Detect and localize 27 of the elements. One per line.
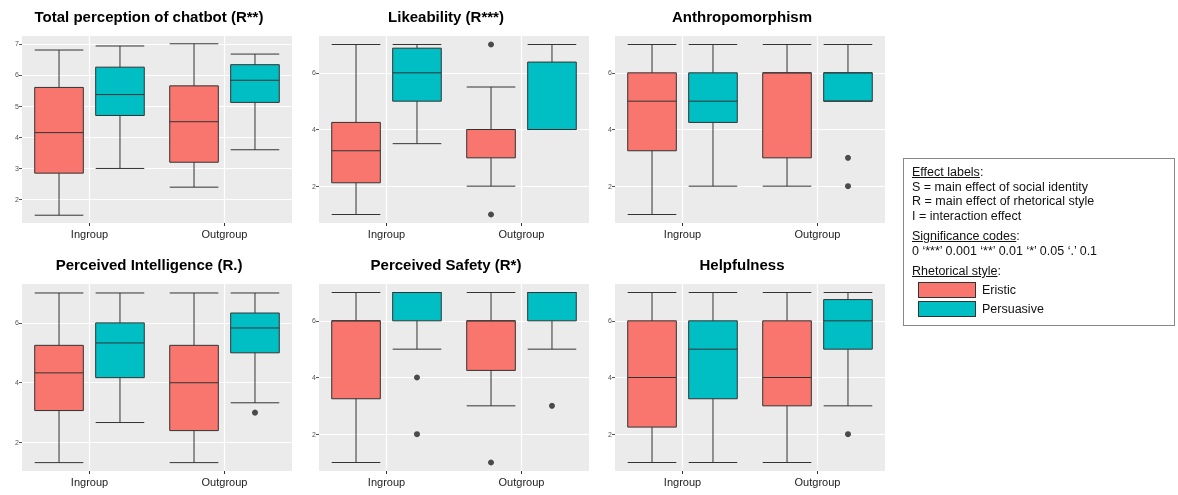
text: Significance codes: xyxy=(911,229,1021,244)
chart-title: Anthropomorphism xyxy=(672,8,812,25)
x-tick-label: Outgroup xyxy=(201,227,248,240)
x-tick-label: Ingroup xyxy=(70,227,109,240)
x-tick-label: Ingroup xyxy=(367,475,406,488)
text: R = main effect of rhetorical style xyxy=(911,194,1096,209)
x-tick-label: Ingroup xyxy=(663,475,702,488)
text: I = interaction effect xyxy=(911,208,1023,223)
chart-title: Total perception of chatbot (R**) xyxy=(34,8,264,25)
chart-title: Likeability (R***) xyxy=(388,8,504,25)
x-tick-label: Outgroup xyxy=(201,475,248,488)
text: Effect labels: xyxy=(911,165,985,180)
chart-title: Perceived Safety (R*) xyxy=(370,256,522,273)
x-tick-label: Outgroup xyxy=(794,227,841,240)
legend-title: Rhetorical style: xyxy=(911,264,1002,279)
x-tick-label: Ingroup xyxy=(70,475,109,488)
legend-label: Eristic xyxy=(982,282,1017,297)
chart-title: Helpfulness xyxy=(699,256,785,273)
text: S = main effect of social identity xyxy=(911,179,1089,194)
x-tick-label: Outgroup xyxy=(498,475,545,488)
x-tick-label: Outgroup xyxy=(498,227,545,240)
x-tick-label: Ingroup xyxy=(367,227,406,240)
x-tick-label: Ingroup xyxy=(663,227,702,240)
chart-title: Perceived Intelligence (R.) xyxy=(55,256,243,273)
legend-label: Persuasive xyxy=(982,301,1044,316)
text: 0 ‘***’ 0.001 ‘**’ 0.01 ‘*’ 0.05 ‘.’ 0.1 xyxy=(911,243,1099,258)
x-tick-label: Outgroup xyxy=(794,475,841,488)
